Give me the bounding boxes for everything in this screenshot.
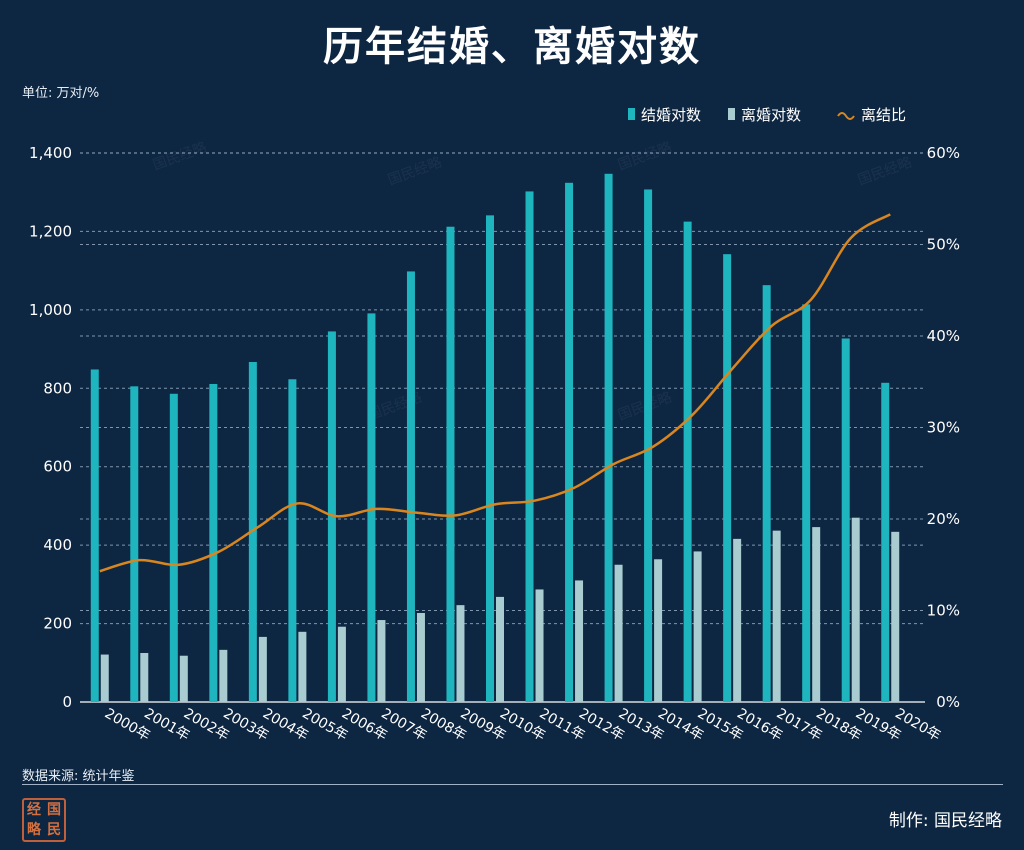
ratio-line (99, 213, 891, 573)
marriage-bar (327, 331, 336, 702)
marriage-bar (762, 285, 771, 702)
marriage-bar (604, 173, 613, 702)
y-right-tick-label: 10% (927, 602, 960, 620)
watermark: 国民经略 (856, 155, 914, 189)
divorce-bar (614, 564, 623, 702)
logo-char: 国 (47, 802, 61, 818)
y-right-tick-label: 30% (927, 419, 960, 437)
divorce-bar (733, 538, 742, 702)
y-left-tick-label: 200 (43, 615, 72, 633)
marriage-bar (802, 304, 811, 702)
divorce-bar (891, 531, 900, 702)
legend-label: 结婚对数 (641, 106, 701, 124)
marriage-bar (565, 182, 574, 702)
y-right-tick-label: 50% (927, 236, 960, 254)
y-right-tick-label: 60% (927, 144, 960, 162)
divorce-bar (654, 559, 663, 702)
y-left-tick-label: 400 (43, 536, 72, 554)
legend-swatch (837, 112, 855, 120)
divorce-bar (219, 649, 228, 702)
logo-char: 略 (27, 822, 41, 838)
y-left-tick-label: 1,200 (29, 222, 72, 240)
x-tick-label: 2020年 (892, 706, 943, 745)
divorce-bar (535, 589, 544, 702)
marriage-bar (446, 226, 455, 703)
marriage-bar (130, 386, 139, 702)
logo-char: 经 (27, 802, 41, 818)
marriage-bar (525, 191, 534, 702)
legend-label: 离结比 (861, 106, 906, 124)
marriage-bar (881, 382, 890, 702)
data-source: 数据来源: 统计年鉴 (22, 769, 135, 784)
marriage-bar (723, 254, 732, 702)
divorce-bar (337, 626, 346, 702)
marriage-bar (169, 393, 178, 702)
marriage-bar (406, 271, 415, 702)
y-left-tick-label: 1,000 (29, 301, 72, 319)
y-right-tick-label: 0% (936, 693, 960, 711)
chart-canvas: 国民经略国民经略国民经略国民经略国民经略国民经略02004006008001,0… (29, 106, 960, 745)
unit-label: 单位: 万对/% (22, 86, 100, 101)
divorce-bar (812, 527, 821, 702)
divorce-bar (575, 580, 584, 702)
y-right-tick-label: 20% (927, 510, 960, 528)
marriage-bar (248, 362, 257, 702)
legend-label: 离婚对数 (741, 106, 801, 124)
marriage-bar (683, 221, 692, 702)
logo-char: 民 (47, 822, 61, 838)
watermark: 国民经略 (386, 155, 444, 189)
divorce-bar (456, 605, 465, 702)
divorce-bar (416, 612, 425, 702)
marriage-bar (209, 383, 218, 702)
divorce-bar (377, 620, 386, 702)
divorce-bar (851, 517, 860, 702)
legend-swatch (728, 108, 735, 120)
divorce-bar (140, 652, 149, 702)
marriage-bar (367, 313, 376, 702)
watermark: 国民经略 (616, 140, 674, 174)
divorce-bar (100, 654, 109, 702)
marriage-bar (486, 215, 494, 702)
marriage-bar (90, 369, 99, 702)
divorce-bar (179, 655, 188, 702)
divorce-bar (496, 596, 504, 702)
divorce-bar (298, 631, 307, 702)
divorce-bar (693, 551, 702, 702)
legend-swatch (628, 108, 635, 120)
y-right-tick-label: 40% (927, 327, 960, 345)
watermark: 国民经略 (151, 140, 209, 174)
marriage-bar (841, 338, 850, 702)
y-left-tick-label: 800 (43, 379, 72, 397)
credit-text: 制作: 国民经略 (888, 811, 1002, 831)
marriage-bar (644, 189, 653, 702)
divorce-bar (772, 530, 781, 702)
brand-logo: 经 国 略 民 (22, 798, 66, 842)
marriage-bar (288, 379, 297, 702)
divorce-bar (258, 636, 267, 702)
chart-title: 历年结婚、离婚对数 (323, 24, 701, 70)
y-left-tick-label: 0 (62, 693, 72, 711)
footer-divider (22, 784, 1003, 785)
y-left-tick-label: 1,400 (29, 144, 72, 162)
y-left-tick-label: 600 (43, 458, 72, 476)
